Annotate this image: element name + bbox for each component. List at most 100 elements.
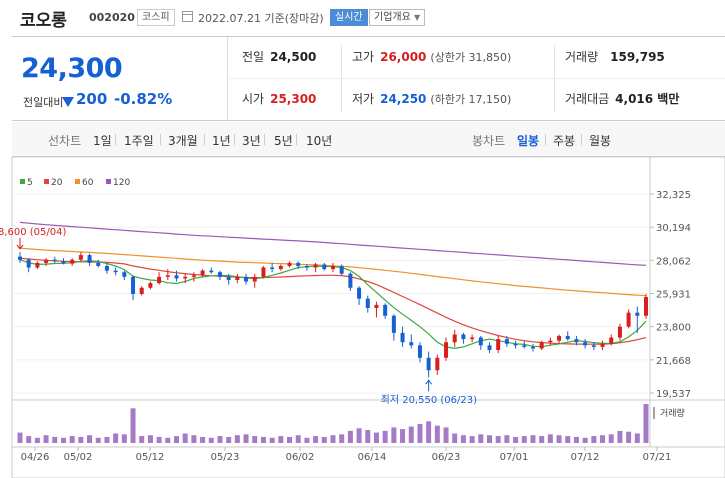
volume-bar xyxy=(356,428,362,443)
candle-body xyxy=(470,337,475,340)
volume-bar xyxy=(234,435,240,443)
volume-bar xyxy=(408,426,414,443)
volume-bar xyxy=(391,427,397,443)
volume-bar xyxy=(452,433,458,443)
tab-weekly[interactable]: 주봉 xyxy=(553,134,576,148)
candle-body xyxy=(435,357,440,371)
candle-body xyxy=(609,337,614,344)
volume-bar xyxy=(156,436,162,443)
volume-bar xyxy=(617,430,623,443)
calendar-icon xyxy=(182,11,193,22)
candle-body xyxy=(339,265,344,274)
y-tick-label: 30,194 xyxy=(656,223,691,234)
candle-body xyxy=(331,265,335,270)
stock-header: 코오롱 002020 코스피 2022.07.21 기준(장마감) 실시간 기업… xyxy=(0,0,725,36)
legend-label: 20 xyxy=(51,178,63,188)
candle-body xyxy=(644,297,648,316)
quote-details: 전일 24,500 고가 26,000 (상한가 31,850) 거래량 159,795… xyxy=(229,37,725,120)
candle-body xyxy=(244,276,249,282)
legend-swatch xyxy=(44,179,49,184)
prev-close-cell: 전일 24,500 xyxy=(242,37,316,78)
volume-bar xyxy=(417,423,423,443)
tab-5y[interactable]: 5년 xyxy=(274,134,293,148)
tab-1w[interactable]: 1주일 xyxy=(124,134,154,148)
quote-box: 24,300 전일대비 200 -0.82% 전일 24,500 고가 26,000… xyxy=(12,36,725,121)
volume-bar xyxy=(295,435,301,443)
corp-info-dropdown[interactable]: 기업개요 ▼ xyxy=(369,9,426,26)
volume-bar xyxy=(426,421,432,443)
x-tick-label: 05/23 xyxy=(211,452,240,463)
low-cell: 저가 24,250 (하한가 17,150) xyxy=(352,79,511,120)
volume-bar xyxy=(608,434,614,443)
volume-bar xyxy=(87,435,93,443)
volume-bar xyxy=(321,436,327,443)
volume-bar xyxy=(582,437,588,443)
candle-body xyxy=(513,343,518,346)
candle-body xyxy=(504,339,509,344)
tab-separator xyxy=(545,134,546,145)
open-value: 25,300 xyxy=(270,92,317,106)
tab-1d[interactable]: 1일 xyxy=(93,134,112,148)
volume-bar xyxy=(174,436,179,443)
volume-bar xyxy=(530,435,536,443)
volume-bar xyxy=(573,436,579,443)
candle-body xyxy=(191,275,196,277)
volume-bar xyxy=(113,433,119,443)
tab-1y[interactable]: 1년 xyxy=(212,134,231,148)
x-tick-label: 06/02 xyxy=(286,452,315,463)
volume-bar xyxy=(104,436,110,443)
tab-daily[interactable]: 일봉 xyxy=(517,134,540,148)
volume-bar xyxy=(565,436,571,443)
volume-bar xyxy=(78,436,84,443)
candle-body xyxy=(174,275,179,279)
candle-body xyxy=(444,342,449,358)
candle-body xyxy=(626,312,631,327)
candle-body xyxy=(478,337,483,346)
high-annotation: 최고 28,600 (05/04) xyxy=(0,226,66,238)
tab-separator xyxy=(581,134,582,145)
candle-body xyxy=(635,312,640,316)
down-triangle-icon xyxy=(62,97,74,107)
candle-body xyxy=(44,259,49,263)
tab-separator xyxy=(264,134,265,145)
high-arrow-head xyxy=(16,244,24,250)
volume-bar xyxy=(17,432,23,443)
ma120-line xyxy=(19,221,647,266)
candle-body xyxy=(461,334,466,340)
candle-body xyxy=(217,272,222,277)
volume-bar xyxy=(443,427,449,443)
y-tick-label: 19,537 xyxy=(656,389,691,400)
candle-body xyxy=(165,275,170,277)
tab-3m[interactable]: 3개월 xyxy=(168,134,198,148)
candlestick-chart: 5 20 60 120 32,325 30,194 28,062 25,931 23,800 21… xyxy=(0,156,725,478)
corp-info-label: 기업개요 xyxy=(374,12,411,23)
volume-bar xyxy=(521,436,527,443)
y-tick-label: 21,668 xyxy=(656,356,691,367)
low-annotation: 최저 20,550 (06/23) xyxy=(381,394,477,406)
candle-body xyxy=(574,339,579,343)
candle-body xyxy=(400,332,405,343)
candle-body xyxy=(617,326,622,338)
legend-swatch xyxy=(75,179,80,184)
volume-bar xyxy=(95,437,101,443)
volume-bar xyxy=(434,425,440,443)
volume-bar xyxy=(165,437,171,443)
volume-bar xyxy=(208,437,214,443)
volume-value: 159,795 xyxy=(610,50,665,64)
candle-body xyxy=(487,345,492,351)
candle-body xyxy=(287,262,292,266)
change-label: 전일대비 xyxy=(23,96,64,109)
volume-bar xyxy=(634,433,640,443)
volume-bar xyxy=(504,435,510,443)
volume-bar xyxy=(260,436,266,443)
x-tick-label: 07/12 xyxy=(571,452,600,463)
realtime-button[interactable]: 실시간 xyxy=(330,9,368,26)
candle-body xyxy=(313,264,318,268)
volume-bar xyxy=(547,434,553,443)
tab-10y[interactable]: 10년 xyxy=(306,134,333,148)
high-value: 26,000 xyxy=(380,50,427,64)
upper-limit: (상한가 31,850) xyxy=(430,51,512,64)
tab-monthly[interactable]: 월봉 xyxy=(589,134,612,148)
column-divider xyxy=(554,45,555,112)
tab-3y[interactable]: 3년 xyxy=(242,134,261,148)
